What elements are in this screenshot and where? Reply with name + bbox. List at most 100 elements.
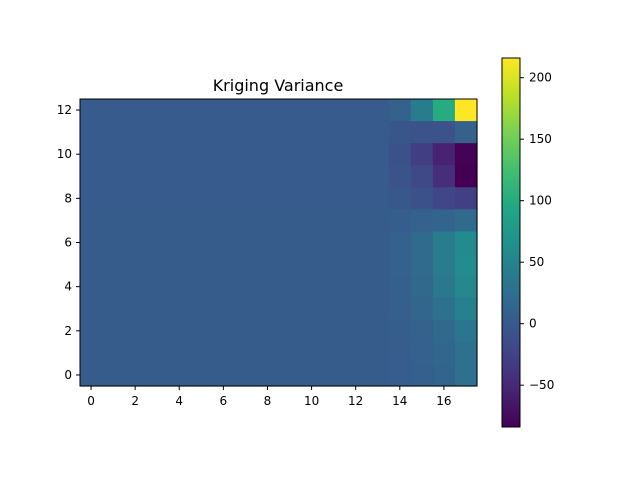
heatmap-cell <box>124 143 147 166</box>
heatmap-cell <box>454 143 478 166</box>
heatmap-cell <box>190 165 213 188</box>
heatmap-cell <box>388 143 412 166</box>
heatmap-cell <box>212 319 235 343</box>
heatmap-cell <box>432 275 456 299</box>
heatmap-cell <box>278 275 302 299</box>
heatmap-cell <box>410 209 434 233</box>
heatmap-cell <box>256 363 280 387</box>
heatmap-cell <box>146 253 169 277</box>
y-tick-label: 2 <box>64 324 72 338</box>
heatmap-cell <box>388 99 412 122</box>
heatmap-cell <box>300 121 324 144</box>
heatmap-cell <box>388 165 412 188</box>
heatmap-cell <box>388 341 412 365</box>
heatmap-cell <box>146 341 169 365</box>
x-tick-label: 0 <box>87 394 95 408</box>
heatmap-cell <box>322 253 346 277</box>
heatmap-cell <box>102 297 125 321</box>
heatmap-cell <box>234 231 258 255</box>
heatmap-cell <box>410 363 434 387</box>
heatmap-cell <box>410 341 434 365</box>
heatmap-cell <box>80 121 103 144</box>
heatmap-cell <box>146 99 169 122</box>
heatmap-cell <box>366 187 390 210</box>
heatmap-cell <box>256 209 280 233</box>
heatmap-cell <box>300 209 324 233</box>
heatmap-cell <box>344 341 368 365</box>
heatmap-cell <box>102 341 125 365</box>
heatmap-cell <box>212 165 235 188</box>
heatmap-cell <box>454 209 478 233</box>
heatmap-cell <box>168 121 191 144</box>
heatmap-cell <box>124 209 147 233</box>
heatmap-cell <box>256 99 280 122</box>
heatmap-cell <box>168 297 191 321</box>
colorbar-tick-label: −50 <box>529 378 554 392</box>
heatmap-cell <box>432 253 456 277</box>
heatmap-cell <box>168 319 191 343</box>
heatmap-cell <box>344 297 368 321</box>
x-tick-label: 14 <box>392 394 407 408</box>
heatmap-cell <box>80 143 103 166</box>
heatmap-cell <box>388 209 412 233</box>
heatmap-cell <box>212 143 235 166</box>
heatmap-cell <box>322 319 346 343</box>
heatmap-cell <box>366 297 390 321</box>
chart-title: Kriging Variance <box>213 76 344 95</box>
heatmap-cell <box>80 99 103 122</box>
heatmap-cell <box>146 209 169 233</box>
heatmap-cell <box>168 187 191 210</box>
heatmap-cell <box>256 341 280 365</box>
heatmap-cell <box>410 253 434 277</box>
heatmap-cell <box>432 297 456 321</box>
heatmap-cell <box>432 363 456 387</box>
heatmap-cell <box>256 319 280 343</box>
heatmap-cell <box>168 99 191 122</box>
heatmap-cell <box>454 319 478 343</box>
heatmap-cell <box>212 253 235 277</box>
heatmap-cell <box>146 143 169 166</box>
heatmap-cell <box>124 275 147 299</box>
heatmap-cell <box>300 187 324 210</box>
heatmap-cell <box>278 187 302 210</box>
heatmap-cell <box>234 363 258 387</box>
heatmap-cell <box>300 253 324 277</box>
heatmap-cell <box>278 341 302 365</box>
heatmap-cell <box>344 187 368 210</box>
heatmap-cell <box>124 297 147 321</box>
x-tick-label: 8 <box>264 394 272 408</box>
heatmap-cell <box>454 297 478 321</box>
heatmap-cell <box>146 187 169 210</box>
heatmap-cell <box>454 363 478 387</box>
x-tick-label: 2 <box>131 394 139 408</box>
heatmap-cell <box>212 187 235 210</box>
colorbar-tick-label: 100 <box>529 194 552 208</box>
x-tick-label: 16 <box>436 394 451 408</box>
heatmap-cell <box>278 165 302 188</box>
heatmap-cell <box>410 187 434 210</box>
heatmap-cell <box>256 275 280 299</box>
heatmap-cell <box>344 143 368 166</box>
heatmap-cell <box>102 231 125 255</box>
y-tick-label: 4 <box>64 280 72 294</box>
heatmap-cell <box>168 143 191 166</box>
colorbar-tick-label: 0 <box>529 317 537 331</box>
heatmap-cells <box>80 99 478 387</box>
heatmap-cell <box>80 319 103 343</box>
heatmap-cell <box>190 341 213 365</box>
heatmap-cell <box>168 363 191 387</box>
heatmap-cell <box>80 165 103 188</box>
heatmap-cell <box>344 363 368 387</box>
heatmap-cell <box>146 363 169 387</box>
heatmap-cell <box>454 121 478 144</box>
heatmap-cell <box>190 143 213 166</box>
heatmap-cell <box>168 231 191 255</box>
heatmap-cell <box>212 275 235 299</box>
heatmap-cell <box>212 297 235 321</box>
heatmap-cell <box>146 165 169 188</box>
heatmap-cell <box>190 297 213 321</box>
y-tick-label: 0 <box>64 368 72 382</box>
heatmap-cell <box>278 297 302 321</box>
heatmap-cell <box>102 209 125 233</box>
colorbar-tick-label: 150 <box>529 132 552 146</box>
